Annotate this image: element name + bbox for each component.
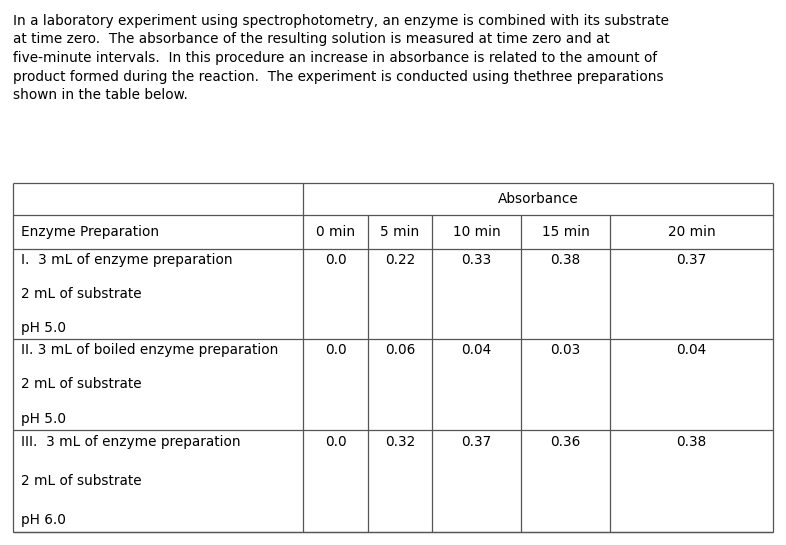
Text: 0.32: 0.32 — [385, 435, 415, 449]
Text: Absorbance: Absorbance — [498, 192, 578, 206]
Text: 0.38: 0.38 — [677, 435, 707, 449]
Text: II. 3 mL of boiled enzyme preparation: II. 3 mL of boiled enzyme preparation — [21, 343, 278, 357]
Text: shown in the table below.: shown in the table below. — [13, 88, 188, 102]
Text: 0.0: 0.0 — [325, 435, 347, 449]
Text: 2 mL of substrate: 2 mL of substrate — [21, 474, 141, 488]
Text: 2 mL of substrate: 2 mL of substrate — [21, 287, 141, 301]
Text: 15 min: 15 min — [542, 225, 590, 239]
Text: 0.36: 0.36 — [550, 435, 581, 449]
Text: 0.0: 0.0 — [325, 343, 347, 357]
Text: 0.33: 0.33 — [461, 253, 491, 267]
Text: product formed during the reaction.  The experiment is conducted using thethree : product formed during the reaction. The … — [13, 70, 663, 83]
Text: In a laboratory experiment using spectrophotometry, an enzyme is combined with i: In a laboratory experiment using spectro… — [13, 14, 669, 28]
Text: I.  3 mL of enzyme preparation: I. 3 mL of enzyme preparation — [21, 253, 233, 267]
Text: 5 min: 5 min — [380, 225, 420, 239]
Text: 10 min: 10 min — [453, 225, 501, 239]
Text: III.  3 mL of enzyme preparation: III. 3 mL of enzyme preparation — [21, 435, 241, 449]
Text: pH 5.0: pH 5.0 — [21, 412, 66, 426]
Text: 0.03: 0.03 — [550, 343, 581, 357]
Text: five-minute intervals.  In this procedure an increase in absorbance is related t: five-minute intervals. In this procedure… — [13, 51, 657, 65]
Text: pH 5.0: pH 5.0 — [21, 321, 66, 335]
Text: 0.04: 0.04 — [677, 343, 707, 357]
Text: 2 mL of substrate: 2 mL of substrate — [21, 378, 141, 391]
Text: pH 6.0: pH 6.0 — [21, 513, 66, 527]
Text: 20 min: 20 min — [667, 225, 715, 239]
Text: 0.0: 0.0 — [325, 253, 347, 267]
Text: 0.04: 0.04 — [461, 343, 491, 357]
Text: 0.22: 0.22 — [385, 253, 415, 267]
Text: Enzyme Preparation: Enzyme Preparation — [21, 225, 159, 239]
Text: 0.06: 0.06 — [385, 343, 415, 357]
Text: 0 min: 0 min — [316, 225, 355, 239]
Text: 0.37: 0.37 — [677, 253, 707, 267]
Text: at time zero.  The absorbance of the resulting solution is measured at time zero: at time zero. The absorbance of the resu… — [13, 33, 610, 46]
Text: 0.37: 0.37 — [461, 435, 491, 449]
Text: 0.38: 0.38 — [550, 253, 581, 267]
